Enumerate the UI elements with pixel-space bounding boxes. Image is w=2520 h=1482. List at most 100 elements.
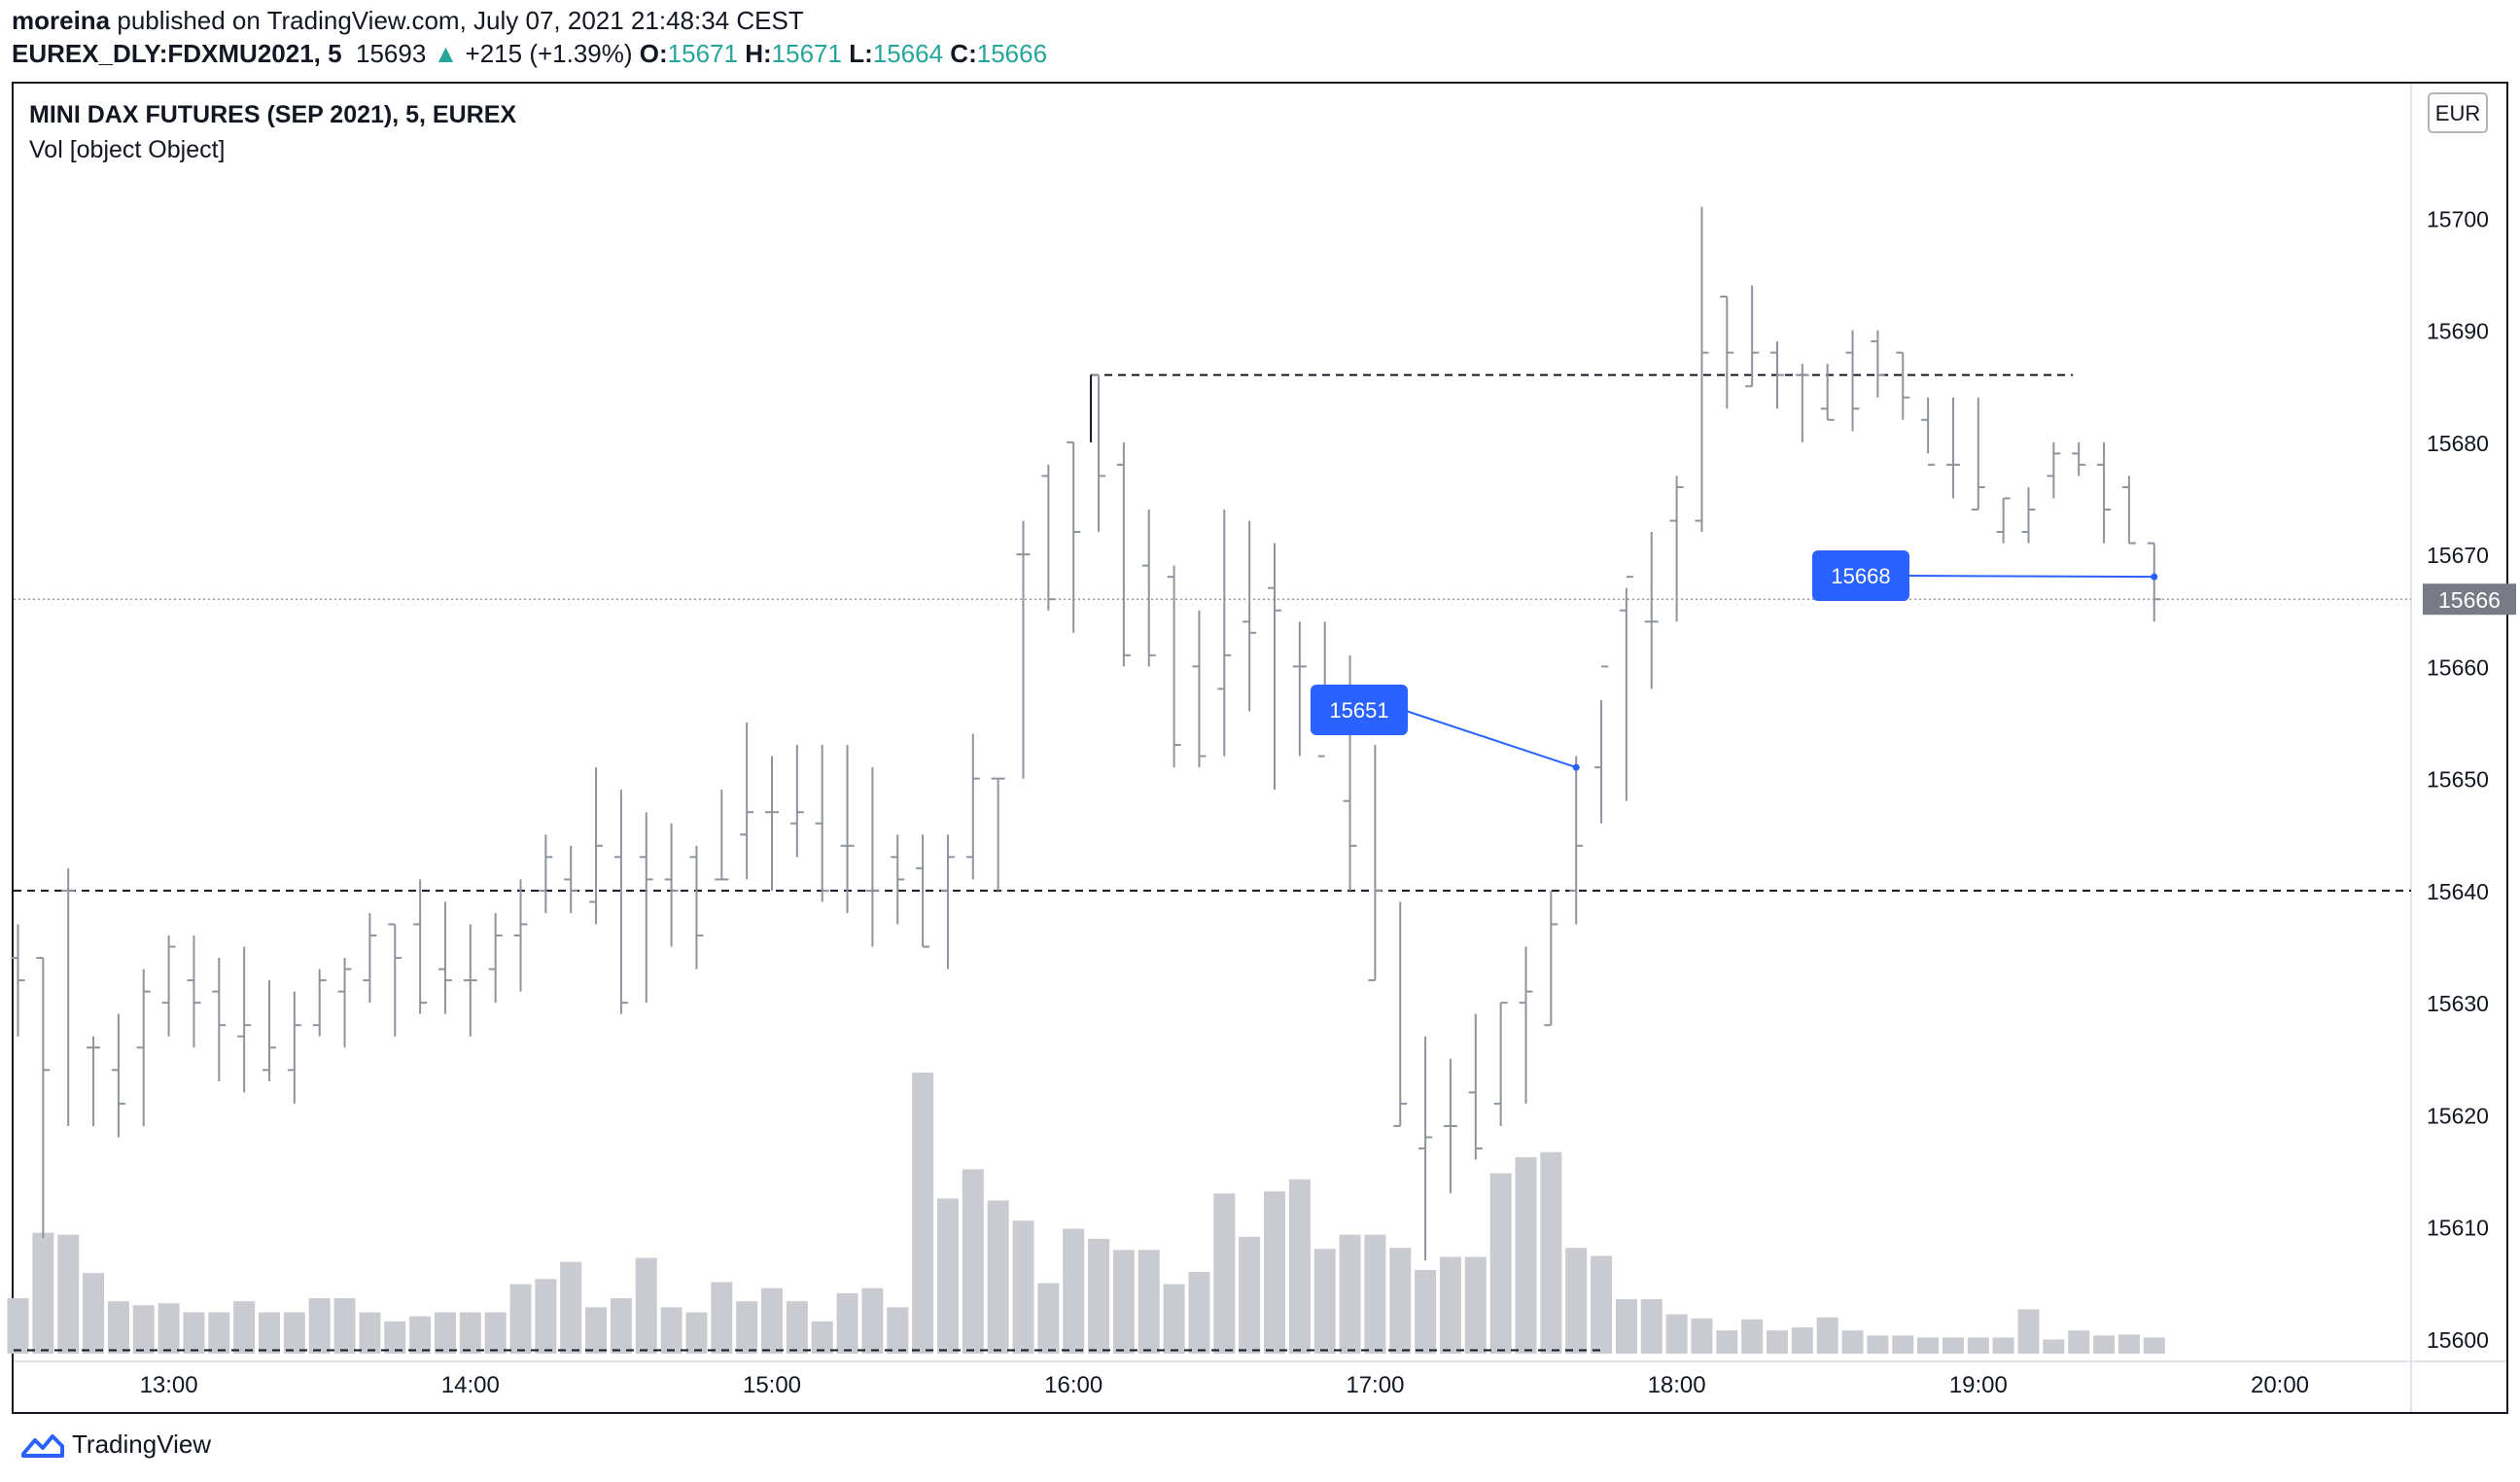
close-value: 15666	[976, 39, 1048, 68]
volume-bar	[2017, 1309, 2040, 1354]
ohlc-bar	[1092, 373, 1106, 533]
volume-bar	[2068, 1330, 2090, 1354]
price-change: +215 (+1.39%)	[465, 39, 633, 68]
ohlc-bar	[488, 912, 503, 1004]
ohlc-bar	[1393, 901, 1408, 1127]
ohlc-bar	[1945, 397, 1960, 499]
price-label-15651-point	[1572, 763, 1580, 771]
volume-legend[interactable]: Vol [object Object]	[29, 136, 226, 163]
volume-bar	[836, 1292, 858, 1354]
publish-line: moreina published on TradingView.com, Ju…	[12, 6, 804, 36]
volume-bar	[1088, 1238, 1110, 1354]
volume-bar	[1967, 1337, 1989, 1354]
price-tick-label: 15690	[2427, 319, 2489, 344]
ohlc-bar	[1644, 532, 1659, 689]
volume-bar	[57, 1234, 80, 1354]
up-arrow-icon: ▲	[433, 39, 459, 68]
volume-bar	[1037, 1283, 1060, 1354]
volume-bar	[1992, 1337, 2014, 1354]
ohlc-bar	[1996, 497, 2011, 544]
volume-bar	[333, 1298, 356, 1354]
ohlc-bar	[1845, 330, 1860, 432]
volume-bar	[384, 1321, 406, 1354]
ohlc-bar	[689, 845, 704, 970]
ohlc-bar	[1745, 285, 1760, 388]
currency-button	[2428, 92, 2488, 133]
currency-label: EUR	[2435, 101, 2480, 125]
volume-bar	[560, 1261, 582, 1354]
volume-bar	[1540, 1151, 1562, 1354]
price-tick-label: 15640	[2427, 879, 2489, 904]
time-tick-label: 20:00	[2251, 1372, 2309, 1398]
volume-bar	[233, 1301, 256, 1354]
volume-bar	[912, 1072, 934, 1354]
volume-bar	[811, 1321, 833, 1354]
open-value: 15671	[667, 39, 738, 68]
ohlc-bar	[1971, 397, 1985, 511]
chart-frame	[12, 82, 2508, 1414]
volume-bar	[1288, 1179, 1311, 1354]
ohlc-bar	[789, 745, 804, 858]
author-name[interactable]: moreina	[12, 6, 111, 35]
price-label-15668-point	[2151, 573, 2158, 581]
ohlc-bar	[463, 924, 477, 1037]
volume-bar	[635, 1257, 657, 1354]
volume-bar	[711, 1282, 733, 1354]
tradingview-brand[interactable]: TradingView	[21, 1429, 211, 1460]
volume-bar	[1791, 1327, 1813, 1354]
ohlc-bar	[916, 834, 930, 948]
chart-legend-title[interactable]: MINI DAX FUTURES (SEP 2021), 5, EUREX	[29, 101, 517, 128]
ohlc-bar	[237, 946, 252, 1093]
volume-bar	[1767, 1330, 1788, 1354]
volume-bar	[1063, 1228, 1085, 1354]
ohlc-bar	[2097, 441, 2112, 544]
ohlc-bar	[111, 1013, 125, 1138]
time-tick-label: 13:00	[140, 1372, 198, 1398]
volume-bar	[1264, 1191, 1285, 1354]
ohlc-bar	[715, 790, 729, 881]
price-label-15651-text: 15651	[1329, 698, 1388, 723]
ohlc-bar	[1368, 745, 1382, 982]
volume-bar	[1489, 1173, 1512, 1354]
volume-bar	[1239, 1236, 1261, 1354]
ohlc-bar	[1569, 756, 1584, 925]
volume-bar	[1112, 1250, 1135, 1354]
ohlc-bar	[1921, 397, 1936, 466]
volume-bar	[1841, 1330, 1864, 1354]
volume-bar	[1339, 1234, 1361, 1354]
volume-bar	[1364, 1234, 1386, 1354]
price-label-15651-leader	[1402, 709, 1577, 769]
volume-bar	[1415, 1270, 1437, 1354]
volume-bar	[1591, 1255, 1613, 1354]
ohlc-bar	[539, 834, 553, 913]
time-tick-label: 15:00	[743, 1372, 801, 1398]
ohlc-bar	[187, 935, 201, 1048]
volume-bar	[1515, 1156, 1537, 1354]
price-tick-label: 15630	[2427, 991, 2489, 1016]
ohlc-bar	[840, 745, 855, 913]
price-tick-label: 15650	[2427, 767, 2489, 793]
ohlc-bar	[1896, 351, 1910, 420]
volume-bar	[1389, 1248, 1412, 1354]
price-label-15668-box	[1812, 550, 1909, 601]
ohlc-bar	[765, 756, 779, 891]
open-label: O:	[639, 39, 668, 68]
high-value: 15671	[771, 39, 842, 68]
volume-bar	[283, 1312, 305, 1354]
price-tick-label: 15610	[2427, 1216, 2489, 1241]
last-price: 15693	[356, 39, 427, 68]
close-label: C:	[950, 39, 977, 68]
volume-bar	[936, 1198, 959, 1354]
volume-bar	[610, 1298, 632, 1354]
volume-bar	[685, 1312, 708, 1354]
symbol-name[interactable]: EUREX_DLY:FDXMU2021, 5	[12, 39, 342, 68]
ohlc-bar	[438, 901, 452, 1014]
ohlc-bar	[1242, 520, 1257, 712]
ohlc-bar	[815, 745, 829, 902]
time-tick-label: 19:00	[1949, 1372, 2008, 1398]
low-label: L:	[849, 39, 873, 68]
ohlc-bar	[136, 969, 151, 1126]
ohlc-bar	[1871, 330, 1885, 398]
volume-bar	[509, 1284, 532, 1354]
